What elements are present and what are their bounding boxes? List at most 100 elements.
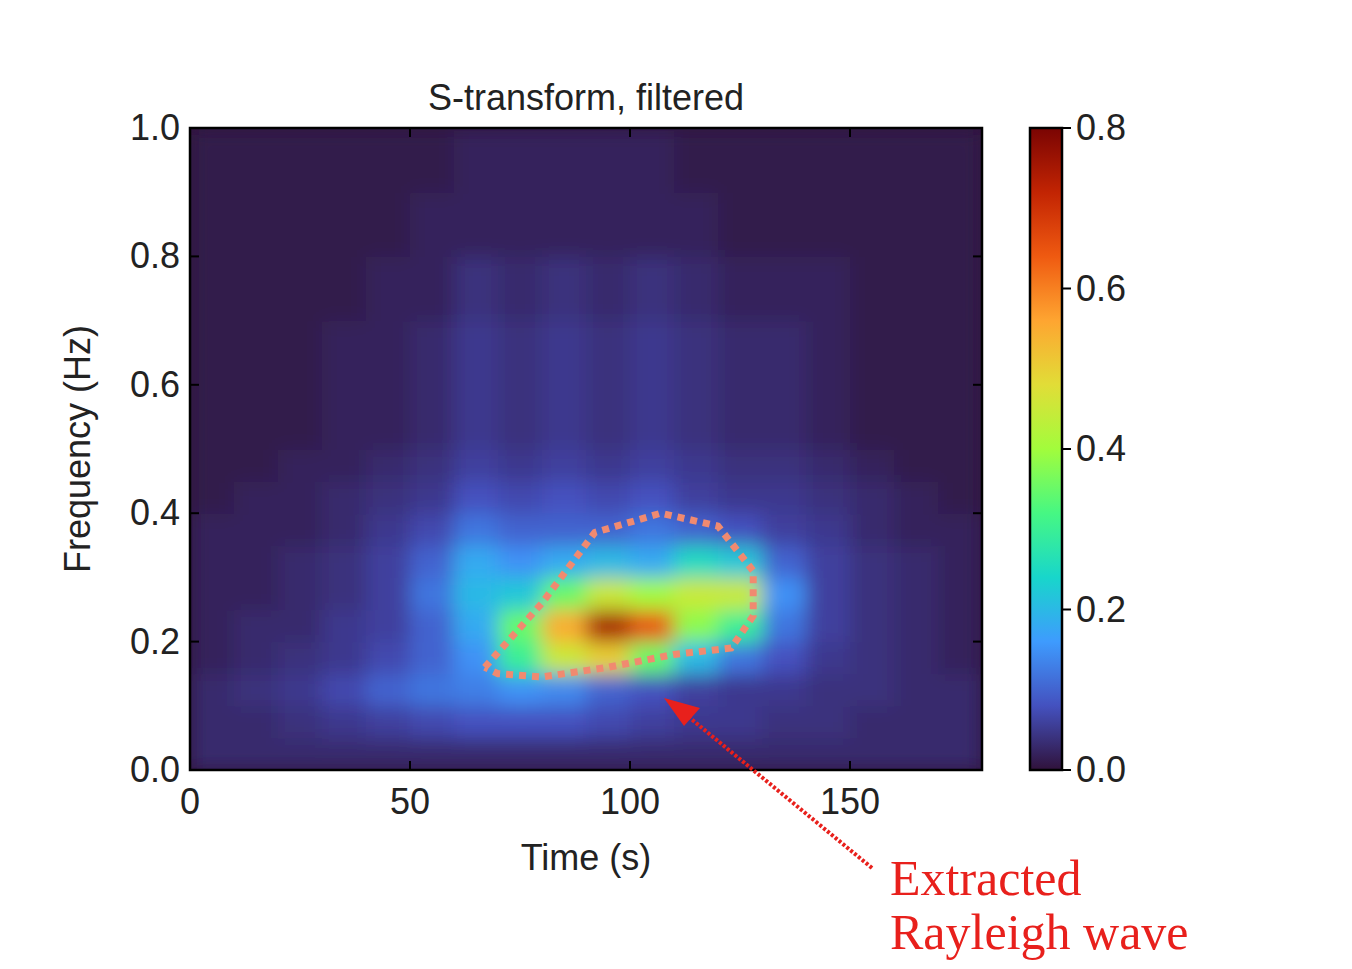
heatmap-cell bbox=[630, 481, 675, 514]
heatmap-cell bbox=[806, 256, 851, 289]
heatmap-cell bbox=[234, 385, 279, 418]
y-tick bbox=[190, 769, 199, 771]
heatmap-cell bbox=[938, 353, 982, 386]
heatmap-cell bbox=[190, 706, 235, 739]
heatmap-cell bbox=[454, 224, 499, 257]
heatmap-cell bbox=[410, 449, 455, 482]
colorbar-tick-label: 0.8 bbox=[1076, 107, 1126, 148]
heatmap-cell bbox=[278, 577, 323, 610]
heatmap-cell bbox=[630, 385, 675, 418]
heatmap-cell bbox=[938, 289, 982, 322]
heatmap-cell bbox=[366, 674, 411, 707]
heatmap-cell bbox=[190, 160, 235, 193]
heatmap-cell bbox=[498, 481, 543, 514]
y-tick bbox=[973, 384, 982, 386]
heatmap-cell bbox=[190, 642, 235, 675]
heatmap-cell bbox=[674, 385, 719, 418]
heatmap-cell bbox=[366, 449, 411, 482]
heatmap-cell bbox=[498, 321, 543, 354]
heatmap-cell bbox=[278, 738, 323, 770]
heatmap-cell bbox=[322, 706, 367, 739]
heatmap-cell bbox=[410, 192, 455, 225]
heatmap-cell bbox=[630, 192, 675, 225]
x-tick bbox=[189, 128, 191, 137]
heatmap-cell bbox=[278, 674, 323, 707]
heatmap-cell bbox=[190, 321, 235, 354]
heatmap-cell bbox=[190, 192, 235, 225]
y-tick bbox=[973, 641, 982, 643]
heatmap-cell bbox=[894, 674, 939, 707]
heatmap-cell bbox=[190, 353, 235, 386]
heatmap-cell bbox=[366, 642, 411, 675]
heatmap-cell bbox=[322, 353, 367, 386]
heatmap-cell bbox=[278, 481, 323, 514]
heatmap-cell bbox=[630, 706, 675, 739]
heatmap-cell bbox=[850, 385, 895, 418]
heatmap-cell bbox=[322, 385, 367, 418]
heatmap-cell bbox=[762, 321, 807, 354]
heatmap-cell bbox=[190, 385, 235, 418]
y-tick-label: 0.4 bbox=[130, 492, 180, 533]
heatmap-cell bbox=[586, 160, 631, 193]
heatmap-cell bbox=[542, 289, 587, 322]
heatmap-cell bbox=[938, 738, 982, 770]
heatmap-cell bbox=[762, 192, 807, 225]
heatmap-cell bbox=[278, 449, 323, 482]
heatmap-cell bbox=[454, 674, 499, 707]
heatmap-cell bbox=[278, 385, 323, 418]
heatmap-cell bbox=[542, 417, 587, 450]
heatmap-cell bbox=[674, 642, 719, 675]
colorbar-tick-label: 0.4 bbox=[1076, 428, 1126, 469]
heatmap-cell bbox=[806, 545, 851, 578]
heatmap-cell bbox=[762, 385, 807, 418]
heatmap-cell bbox=[674, 256, 719, 289]
heatmap-cell bbox=[498, 224, 543, 257]
heatmap-cell bbox=[586, 321, 631, 354]
y-tick bbox=[973, 769, 982, 771]
heatmap-cell bbox=[366, 289, 411, 322]
heatmap-cell bbox=[322, 224, 367, 257]
heatmap-cell bbox=[234, 289, 279, 322]
y-axis-title: Frequency (Hz) bbox=[57, 325, 98, 573]
heatmap-cell bbox=[234, 706, 279, 739]
heatmap-cell bbox=[190, 256, 235, 289]
heatmap-cell bbox=[806, 610, 851, 643]
heatmap-cell bbox=[762, 481, 807, 514]
heatmap-cell bbox=[278, 353, 323, 386]
colorbar-tick-label: 0.0 bbox=[1076, 749, 1126, 790]
heatmap-cell bbox=[498, 160, 543, 193]
heatmap-cell bbox=[894, 417, 939, 450]
heatmap-cell bbox=[718, 128, 763, 161]
heatmap-cell bbox=[278, 610, 323, 643]
heatmap-cell bbox=[234, 321, 279, 354]
heatmap-cell bbox=[718, 513, 763, 546]
heatmap-cell bbox=[718, 481, 763, 514]
heatmap-cell bbox=[894, 224, 939, 257]
heatmap-cell bbox=[850, 353, 895, 386]
heatmap-cell bbox=[586, 481, 631, 514]
heatmap-cell bbox=[762, 449, 807, 482]
heatmap-cell bbox=[938, 449, 982, 482]
heatmap-cell bbox=[586, 417, 631, 450]
heatmap-cell bbox=[894, 545, 939, 578]
heatmap-cell bbox=[278, 417, 323, 450]
heatmap-cell bbox=[674, 353, 719, 386]
y-tick-label: 0.8 bbox=[130, 235, 180, 276]
heatmap-cell bbox=[542, 642, 587, 675]
heatmap-cell bbox=[234, 481, 279, 514]
y-tick bbox=[973, 512, 982, 514]
heatmap-cell bbox=[894, 385, 939, 418]
y-tick-label: 0.2 bbox=[130, 621, 180, 662]
heatmap-cell bbox=[586, 353, 631, 386]
heatmap-cell bbox=[410, 706, 455, 739]
heatmap-cell bbox=[410, 642, 455, 675]
heatmap-cell bbox=[234, 449, 279, 482]
heatmap-cell bbox=[542, 449, 587, 482]
heatmap-cell bbox=[850, 160, 895, 193]
x-tick bbox=[409, 128, 411, 137]
heatmap-cell bbox=[366, 545, 411, 578]
heatmap-cell bbox=[630, 289, 675, 322]
heatmap-cell bbox=[278, 224, 323, 257]
heatmap-cell bbox=[718, 192, 763, 225]
heatmap-cell bbox=[762, 674, 807, 707]
